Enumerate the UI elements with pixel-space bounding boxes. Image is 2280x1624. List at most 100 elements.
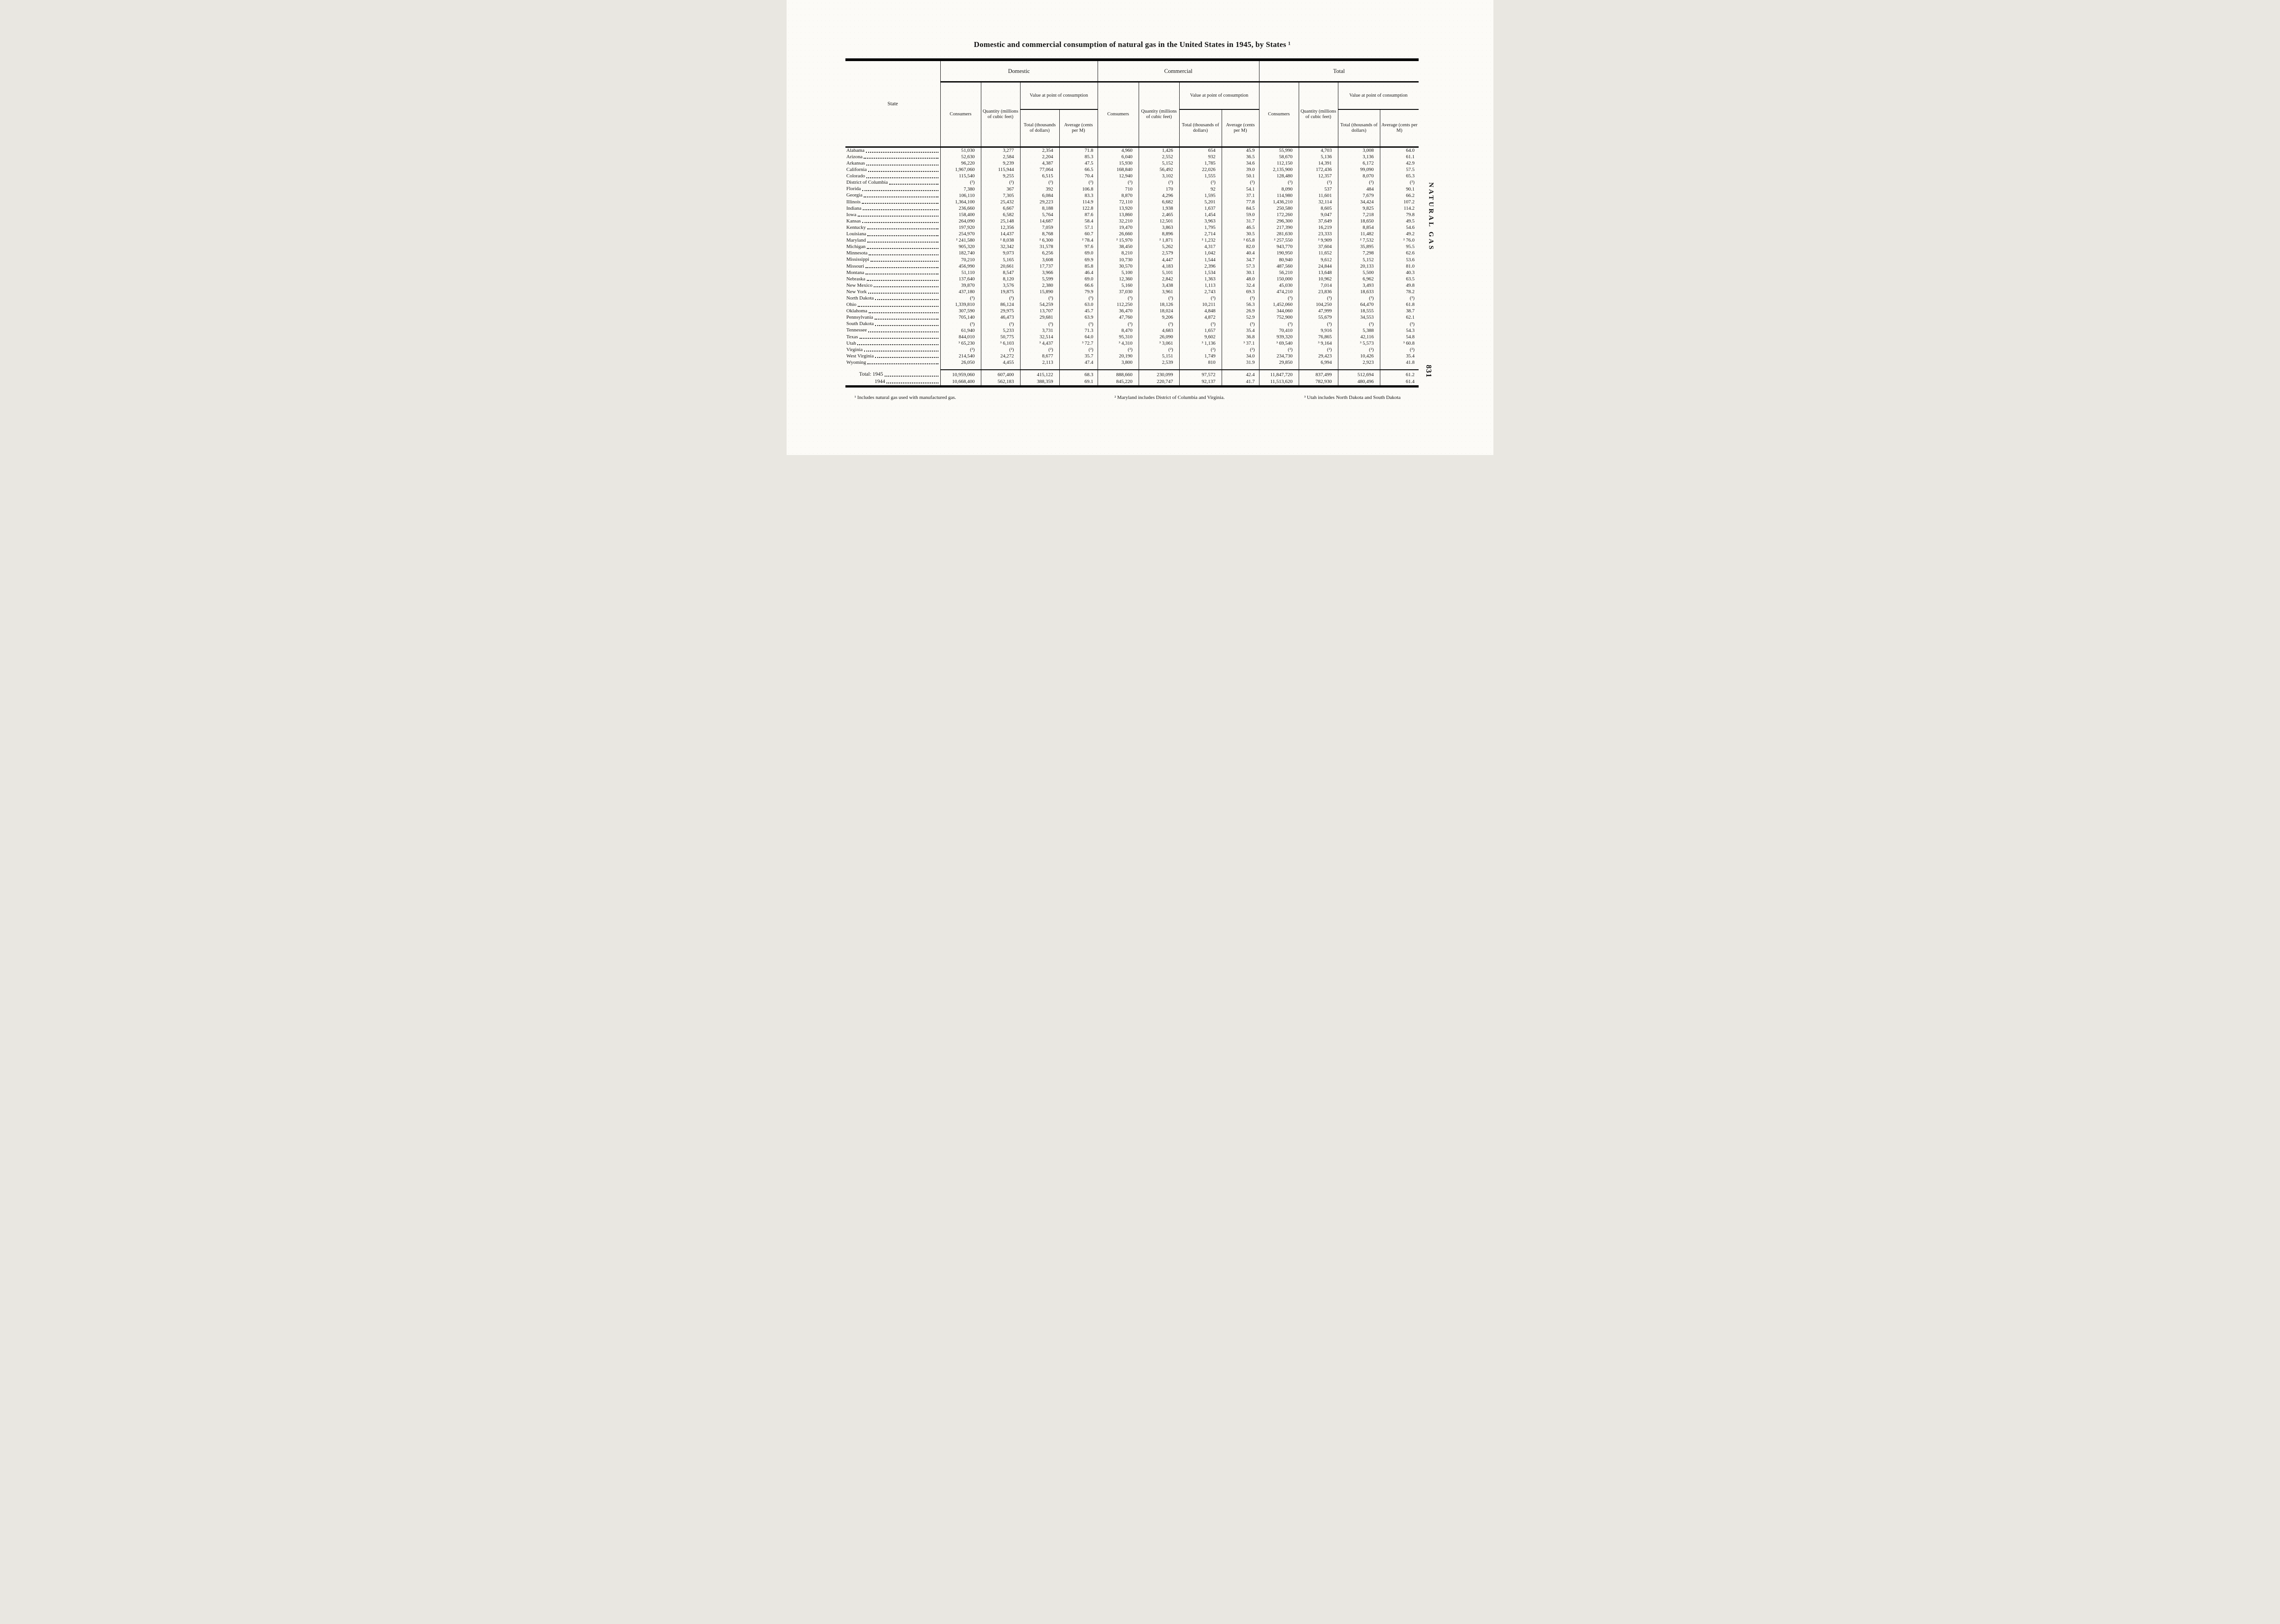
row-label-text: Montana [846, 269, 865, 275]
cell: 607,400 [980, 369, 1020, 379]
state-name: Kentucky [845, 225, 940, 231]
cell: 5,101 [1138, 269, 1180, 276]
cell: 150,000 [1259, 276, 1299, 283]
page-title: Domestic and commercial consumption of n… [974, 40, 1291, 49]
row-label-text: Indiana [846, 205, 861, 211]
cell: 31.9 [1221, 359, 1259, 370]
state-name: Illinois [845, 199, 940, 205]
cell: 61.2 [1379, 369, 1419, 379]
cell: 943,770 [1259, 244, 1299, 251]
table-row: Arizona 52,630 2,584 2,204 85.3 6,040 2,552 932… [845, 154, 1419, 160]
row-label-text: Nebraska [846, 276, 865, 282]
cell: 752,900 [1259, 315, 1299, 321]
cell: 4,872 [1179, 315, 1222, 321]
row-label-text: New York [846, 289, 867, 295]
total-row: Total: 1945 10,959,060 607,400 415,122 68.3 8… [845, 369, 1419, 379]
cell: 837,499 [1298, 369, 1338, 379]
cell: 2,714 [1179, 231, 1222, 238]
cell: (²) [1259, 180, 1299, 186]
row-label-text: Total: 1945 [859, 372, 883, 378]
cell: 71.8 [1059, 147, 1098, 154]
cell: 72,110 [1097, 199, 1139, 206]
state-name: Nebraska [845, 276, 940, 283]
cell: 29,423 [1298, 353, 1338, 360]
cell: 34.6 [1221, 160, 1259, 167]
cell: 80,940 [1259, 257, 1299, 264]
cell: 5,764 [1020, 212, 1059, 218]
cell: 236,660 [940, 205, 981, 212]
cell: 250,580 [1259, 205, 1299, 212]
cell: 54.6 [1379, 224, 1419, 231]
dotted-leader [875, 299, 938, 300]
cell: 35.4 [1221, 327, 1259, 334]
state-name: District of Columbia [845, 180, 940, 186]
column-header-value: Value at point of consumption [1179, 82, 1259, 110]
state-name: Virginia [845, 347, 940, 353]
cell: 24,272 [980, 353, 1020, 360]
cell: 7,305 [980, 192, 1020, 199]
cell: 1,555 [1179, 173, 1222, 180]
cell: 106,110 [940, 192, 981, 199]
state-name: Missouri [845, 263, 940, 269]
state-name: Texas [845, 334, 940, 340]
table-row: Michigan 905,320 32,342 31,578 97.6 38,450 5,2… [845, 244, 1419, 251]
cell: ² 7,532 [1337, 238, 1380, 244]
cell: 182,740 [940, 250, 981, 257]
cell: 6,667 [980, 205, 1020, 212]
cell: 64,470 [1337, 301, 1380, 309]
cell: 8,070 [1337, 173, 1380, 180]
row-label-text: Missouri [846, 263, 865, 269]
cell: 13,648 [1298, 269, 1338, 276]
cell: 95,310 [1097, 334, 1139, 341]
cell: 36.8 [1221, 334, 1259, 341]
cell: (²) [1179, 180, 1222, 186]
cell: 18,555 [1337, 308, 1380, 315]
dotted-leader [864, 351, 938, 352]
dotted-leader [867, 248, 938, 249]
cell: 39,870 [940, 282, 981, 289]
cell: 7,380 [940, 186, 981, 193]
row-label-text: Ohio [846, 302, 856, 308]
table-row: Montana 51,110 8,547 3,966 46.4 5,100 5,101 1,5… [845, 269, 1419, 276]
cell: 4,703 [1298, 147, 1338, 154]
row-label-text: Florida [846, 186, 861, 192]
cell: 9,239 [980, 160, 1020, 167]
cell: 128,480 [1259, 173, 1299, 180]
cell: 32,210 [1097, 218, 1139, 225]
dotted-leader [867, 235, 938, 236]
column-header-value-total: Total (thousands of dollars) [1020, 109, 1059, 147]
row-label-text: 1944 [875, 378, 885, 384]
cell: 5,262 [1138, 244, 1180, 251]
cell: ² 6,300 [1020, 238, 1059, 244]
cell: 35,895 [1337, 244, 1380, 251]
cell: 47.5 [1059, 160, 1098, 167]
dotted-leader [858, 305, 938, 307]
cell: 112,150 [1259, 160, 1299, 167]
cell: ³ 37.1 [1221, 340, 1259, 347]
dotted-leader [862, 209, 938, 211]
cell: 197,920 [940, 224, 981, 231]
cell: 69.0 [1059, 276, 1098, 283]
cell: 81.0 [1379, 263, 1419, 270]
cell: 69.1 [1059, 378, 1098, 387]
column-header-quantity: Quantity (millions of cubic feet) [1138, 82, 1180, 147]
cell: 9,612 [1298, 257, 1338, 264]
cell: (³) [1138, 321, 1180, 328]
cell: 9,073 [980, 250, 1020, 257]
cell: 41.7 [1221, 378, 1259, 387]
cell: 66.5 [1059, 166, 1098, 174]
cell: ² 1,871 [1138, 238, 1180, 244]
cell: 4,296 [1138, 192, 1180, 199]
cell: 2,113 [1020, 359, 1059, 370]
table-wrap: State Domestic Commercial Total Consumer… [845, 58, 1419, 388]
row-label-text: District of Columbia [846, 180, 888, 186]
cell: 456,990 [940, 263, 981, 270]
cell: 83.3 [1059, 192, 1098, 199]
cell: 2,539 [1138, 359, 1180, 370]
cell: 37,649 [1298, 218, 1338, 225]
cell: 537 [1298, 186, 1338, 193]
column-header-consumers: Consumers [1259, 82, 1299, 147]
cell: 112,250 [1097, 301, 1139, 309]
cell: 47.4 [1059, 359, 1098, 370]
state-name: Tennessee [845, 327, 940, 334]
